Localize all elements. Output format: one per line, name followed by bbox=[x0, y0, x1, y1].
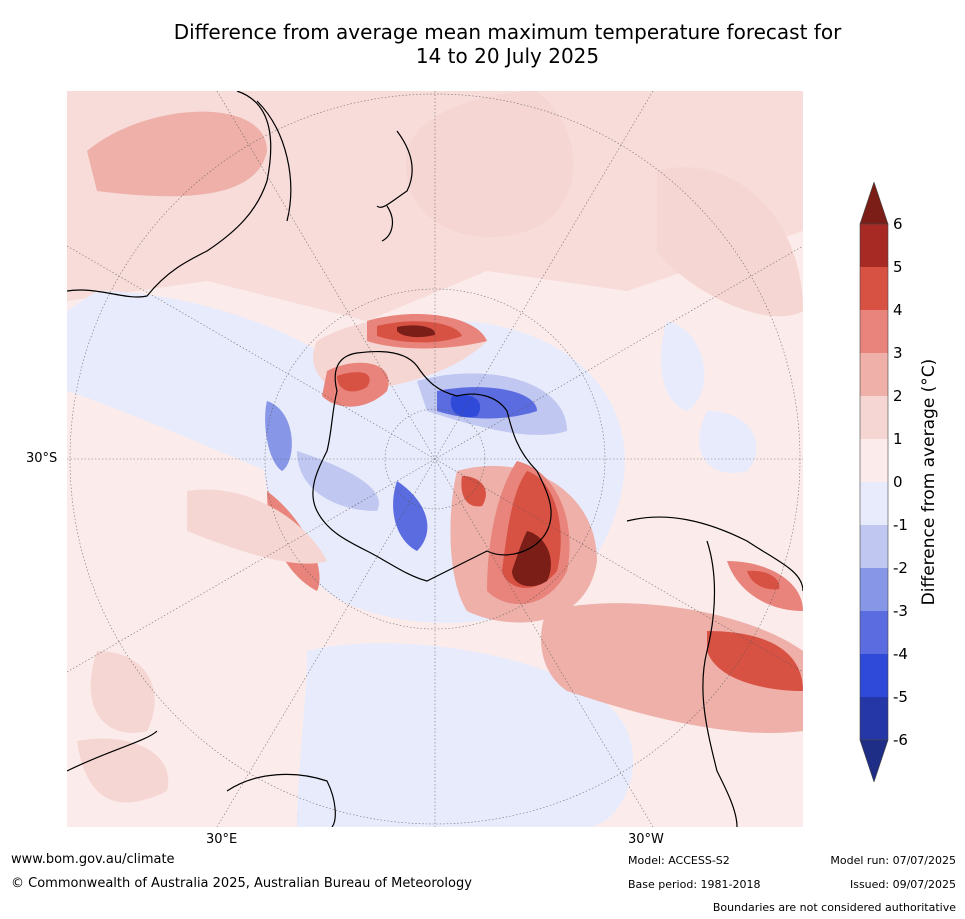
issued-text: Issued: 09/07/2025 bbox=[849, 878, 956, 891]
base-period-text: Base period: 1981-2018 bbox=[628, 878, 761, 891]
copyright-text: © Commonwealth of Australia 2025, Austra… bbox=[11, 876, 472, 891]
colorbar-tick-label: -4 bbox=[893, 645, 908, 663]
anomaly-fields bbox=[67, 91, 803, 827]
colorbar-tick-label: -5 bbox=[893, 688, 908, 706]
colorbar-bin bbox=[860, 267, 888, 310]
map-canvas bbox=[67, 91, 803, 827]
colorbar-label: Difference from average (°C) bbox=[919, 358, 939, 606]
colorbar-tick-label: -1 bbox=[893, 516, 908, 534]
colorbar bbox=[859, 182, 889, 782]
colorbar-tick-label: -2 bbox=[893, 559, 908, 577]
colorbar-extension-low bbox=[859, 739, 889, 782]
colorbar-tick-label: 3 bbox=[893, 344, 903, 362]
colorbar-bin bbox=[860, 439, 888, 482]
colorbar-tick-label: -6 bbox=[893, 731, 908, 749]
coastlines bbox=[67, 91, 803, 827]
title-line-1: Difference from average mean maximum tem… bbox=[173, 20, 842, 44]
disclaimer-text: Boundaries are not considered authoritat… bbox=[712, 901, 956, 914]
colorbar-bin bbox=[860, 482, 888, 525]
graticule bbox=[67, 91, 803, 827]
colorbar-bin bbox=[860, 654, 888, 697]
colorbar-bin bbox=[860, 396, 888, 439]
title-line-2: 14 to 20 July 2025 bbox=[415, 44, 600, 68]
colorbar-bin bbox=[860, 568, 888, 611]
colorbar-bin bbox=[860, 697, 888, 740]
colorbar-bin bbox=[860, 353, 888, 396]
model-run-text: Model run: 07/07/2025 bbox=[830, 854, 956, 867]
colorbar-bin bbox=[860, 525, 888, 568]
colorbar-tick-label: 5 bbox=[893, 258, 903, 276]
colorbar-tick-label: 1 bbox=[893, 430, 903, 448]
website-link[interactable]: www.bom.gov.au/climate bbox=[11, 852, 175, 867]
colorbar-tick-label: 0 bbox=[893, 473, 903, 491]
colorbar-bin bbox=[860, 611, 888, 654]
latitude-label: 30°S bbox=[26, 451, 58, 466]
model-text: Model: ACCESS-S2 bbox=[628, 854, 730, 867]
colorbar-bin bbox=[860, 224, 888, 267]
forecast-map bbox=[67, 91, 803, 827]
map-title: Difference from average mean maximum tem… bbox=[0, 20, 965, 68]
colorbar-extension-high bbox=[859, 182, 889, 225]
longitude-label-west: 30°W bbox=[628, 832, 664, 847]
colorbar-tick-label: -3 bbox=[893, 602, 908, 620]
colorbar-tick-label: 6 bbox=[893, 215, 903, 233]
colorbar-tick-label: 2 bbox=[893, 387, 903, 405]
longitude-label-east: 30°E bbox=[206, 832, 238, 847]
colorbar-tick-label: 4 bbox=[893, 301, 903, 319]
colorbar-bin bbox=[860, 310, 888, 353]
